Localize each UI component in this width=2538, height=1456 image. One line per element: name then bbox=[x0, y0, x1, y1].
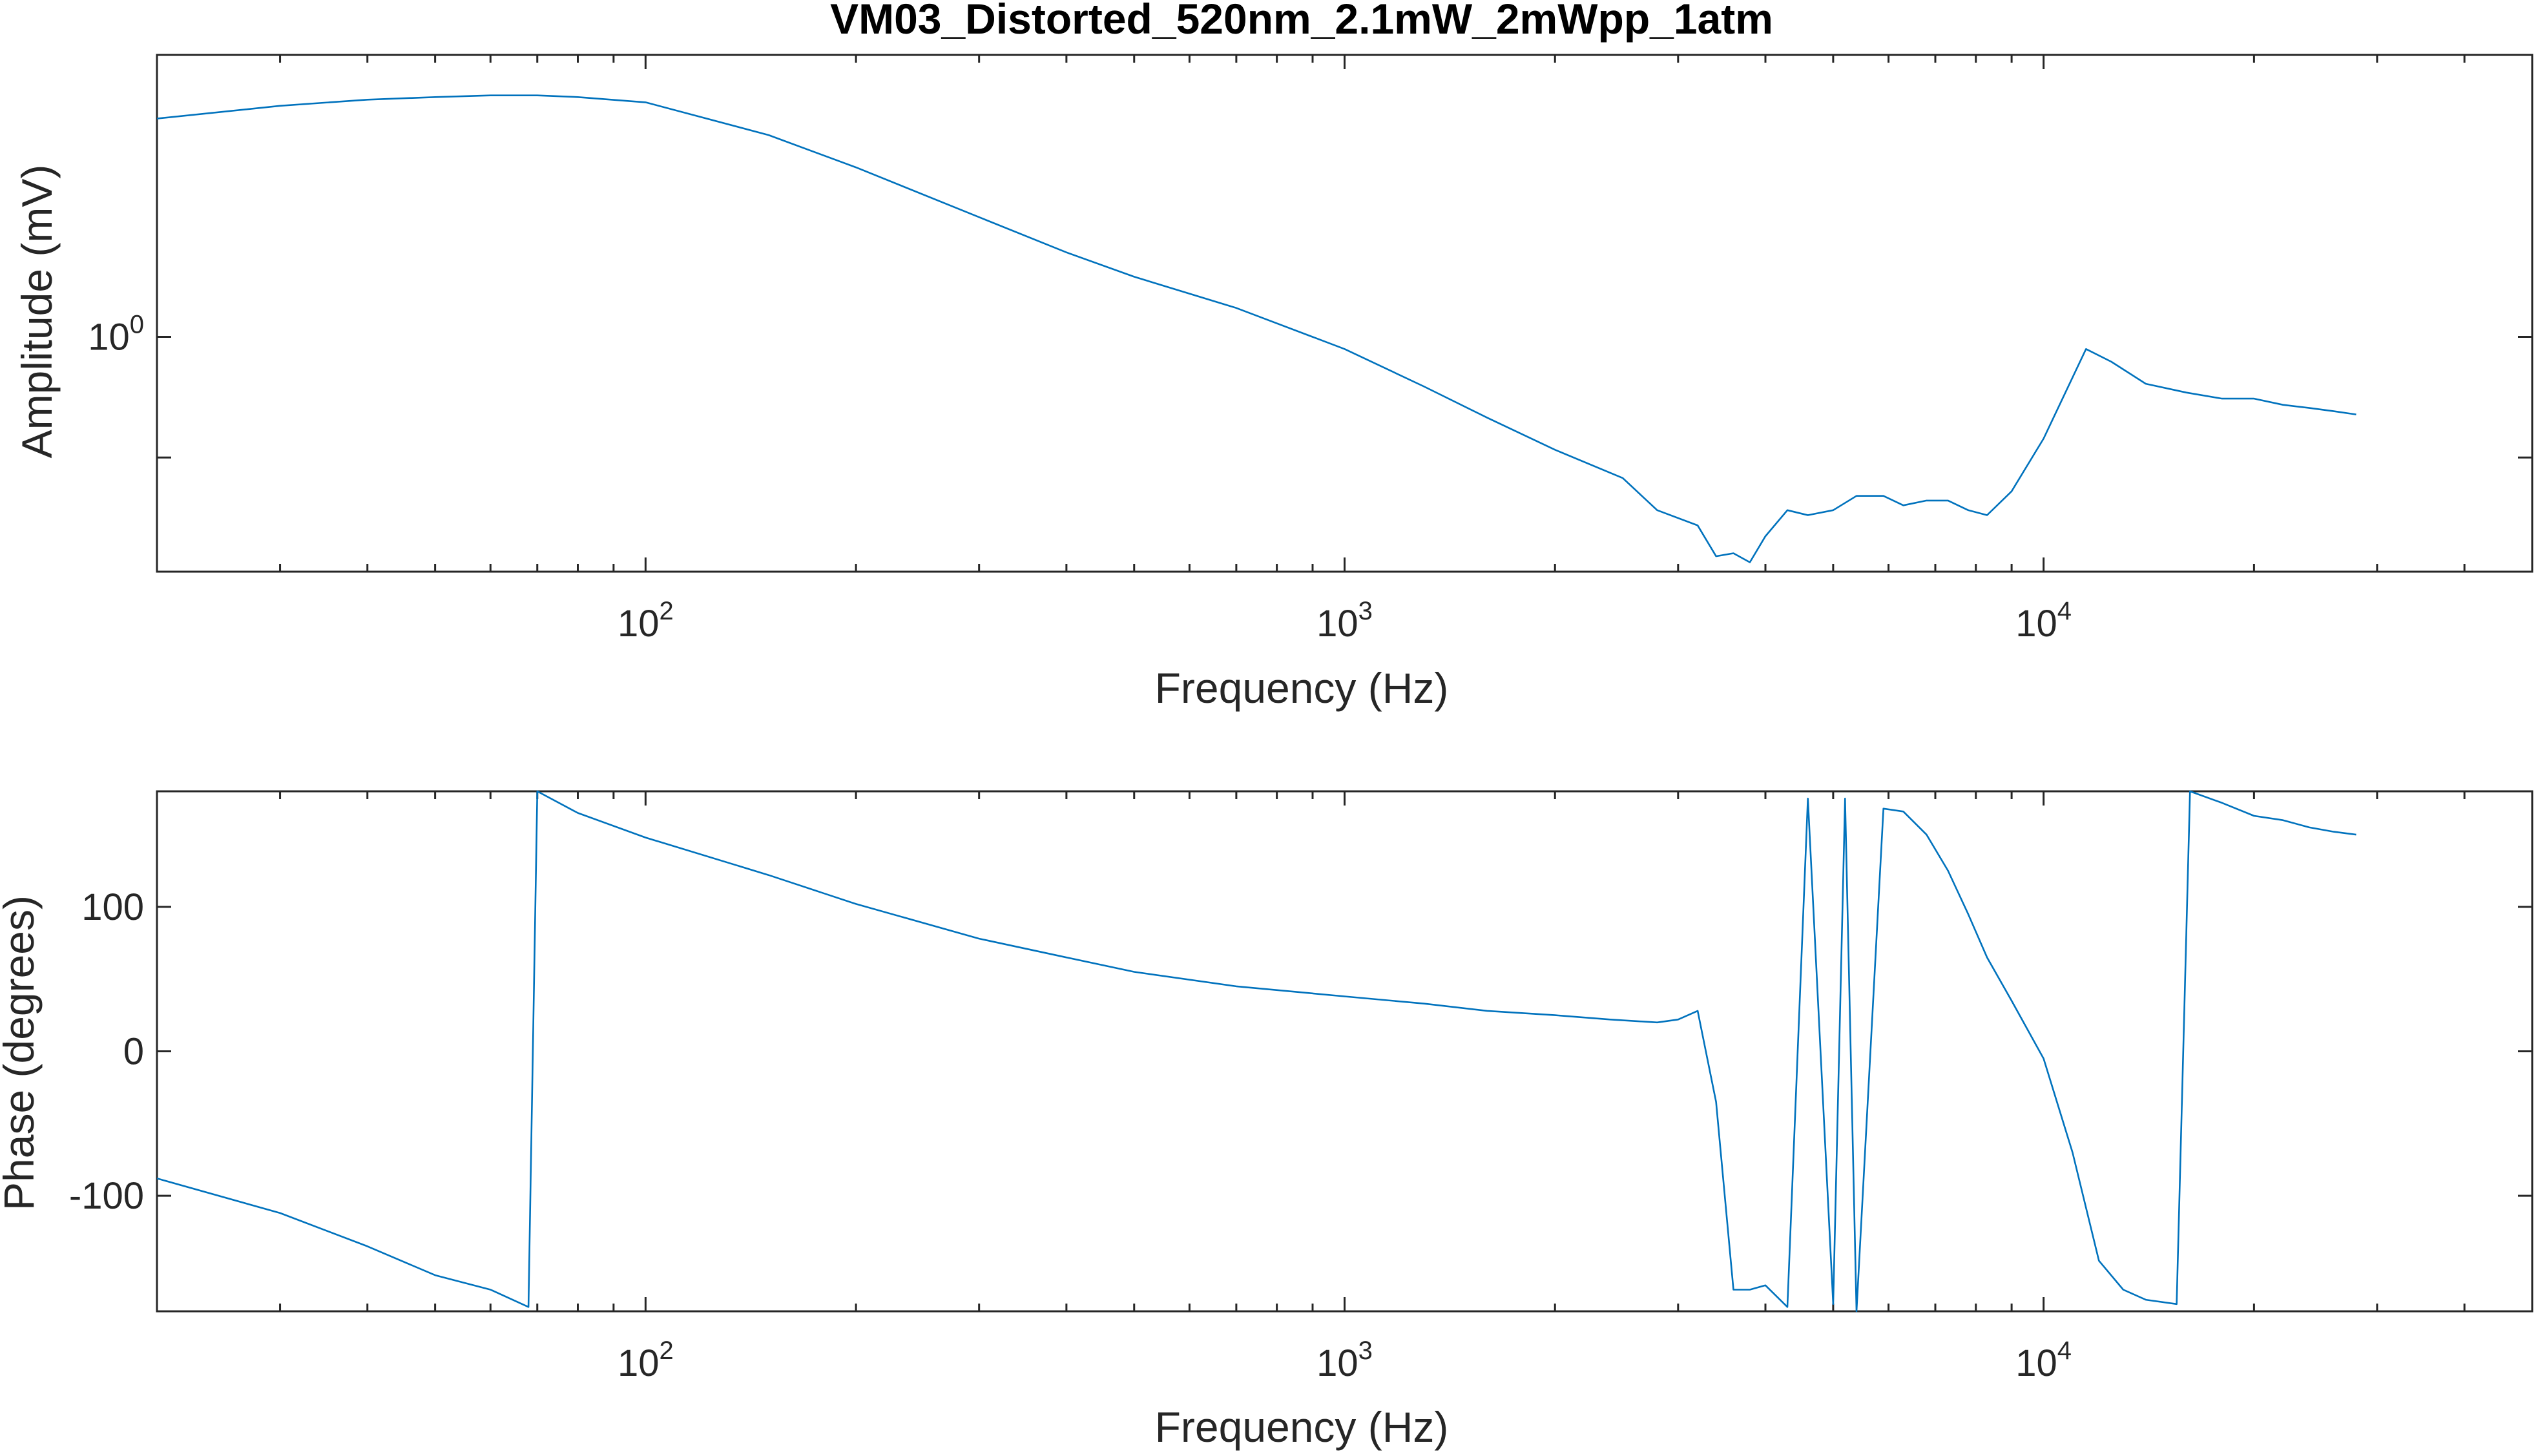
amplitude-x-tick-label: 103 bbox=[1316, 597, 1373, 645]
phase-y-tick-label: -100 bbox=[69, 1175, 144, 1217]
amplitude-y-axis-label: Amplitude (mV) bbox=[13, 165, 61, 459]
amplitude-x-tick-label: 102 bbox=[618, 597, 674, 645]
phase-x-tick-label-base: 10 bbox=[618, 1342, 660, 1384]
amplitude-y-tick-label-exponent: 0 bbox=[130, 310, 144, 338]
phase-x-tick-label-base: 10 bbox=[2015, 1342, 2057, 1384]
amplitude-series-line bbox=[156, 94, 2356, 563]
phase-x-tick-label: 103 bbox=[1316, 1336, 1373, 1384]
phase-y-tick-label: 100 bbox=[81, 886, 144, 928]
amplitude-x-tick-label: 104 bbox=[2015, 597, 2072, 645]
amplitude-x-tick-label-exponent: 3 bbox=[1358, 597, 1373, 625]
amplitude-x-tick-label-exponent: 2 bbox=[660, 597, 674, 625]
figure-title: VM03_Distorted_520nm_2.1mW_2mWpp_1atm bbox=[830, 0, 1773, 43]
phase-series-line bbox=[156, 790, 2356, 1313]
phase-x-tick-label: 104 bbox=[2015, 1336, 2072, 1384]
amplitude-x-axis-label: Frequency (Hz) bbox=[1155, 664, 1449, 712]
amplitude-x-tick-label-exponent: 4 bbox=[2057, 597, 2072, 625]
phase-x-tick-label-exponent: 3 bbox=[1358, 1336, 1373, 1365]
phase-y-tick-label: 0 bbox=[123, 1031, 144, 1073]
amplitude-x-tick-label-base: 10 bbox=[618, 603, 660, 645]
phase-y-axis-label: Phase (degrees) bbox=[0, 895, 43, 1211]
amplitude-x-tick-label-base: 10 bbox=[1316, 603, 1358, 645]
amplitude-axes: Frequency (Hz) Amplitude (mV) 102 103 1041… bbox=[13, 54, 2533, 712]
phase-x-tick-label-base: 10 bbox=[1316, 1342, 1358, 1384]
phase-x-tick-label-exponent: 2 bbox=[660, 1336, 674, 1365]
phase-x-axis-label: Frequency (Hz) bbox=[1155, 1403, 1449, 1451]
amplitude-x-tick-label-base: 10 bbox=[2015, 603, 2057, 645]
amplitude-y-tick-label: 100 bbox=[88, 310, 144, 358]
amplitude-y-tick-label-base: 10 bbox=[88, 316, 130, 358]
phase-axes: Frequency (Hz) Phase (degrees) 102 103 104… bbox=[0, 790, 2533, 1451]
phase-x-tick-label: 102 bbox=[618, 1336, 674, 1384]
phase-x-tick-label-exponent: 4 bbox=[2057, 1336, 2072, 1365]
